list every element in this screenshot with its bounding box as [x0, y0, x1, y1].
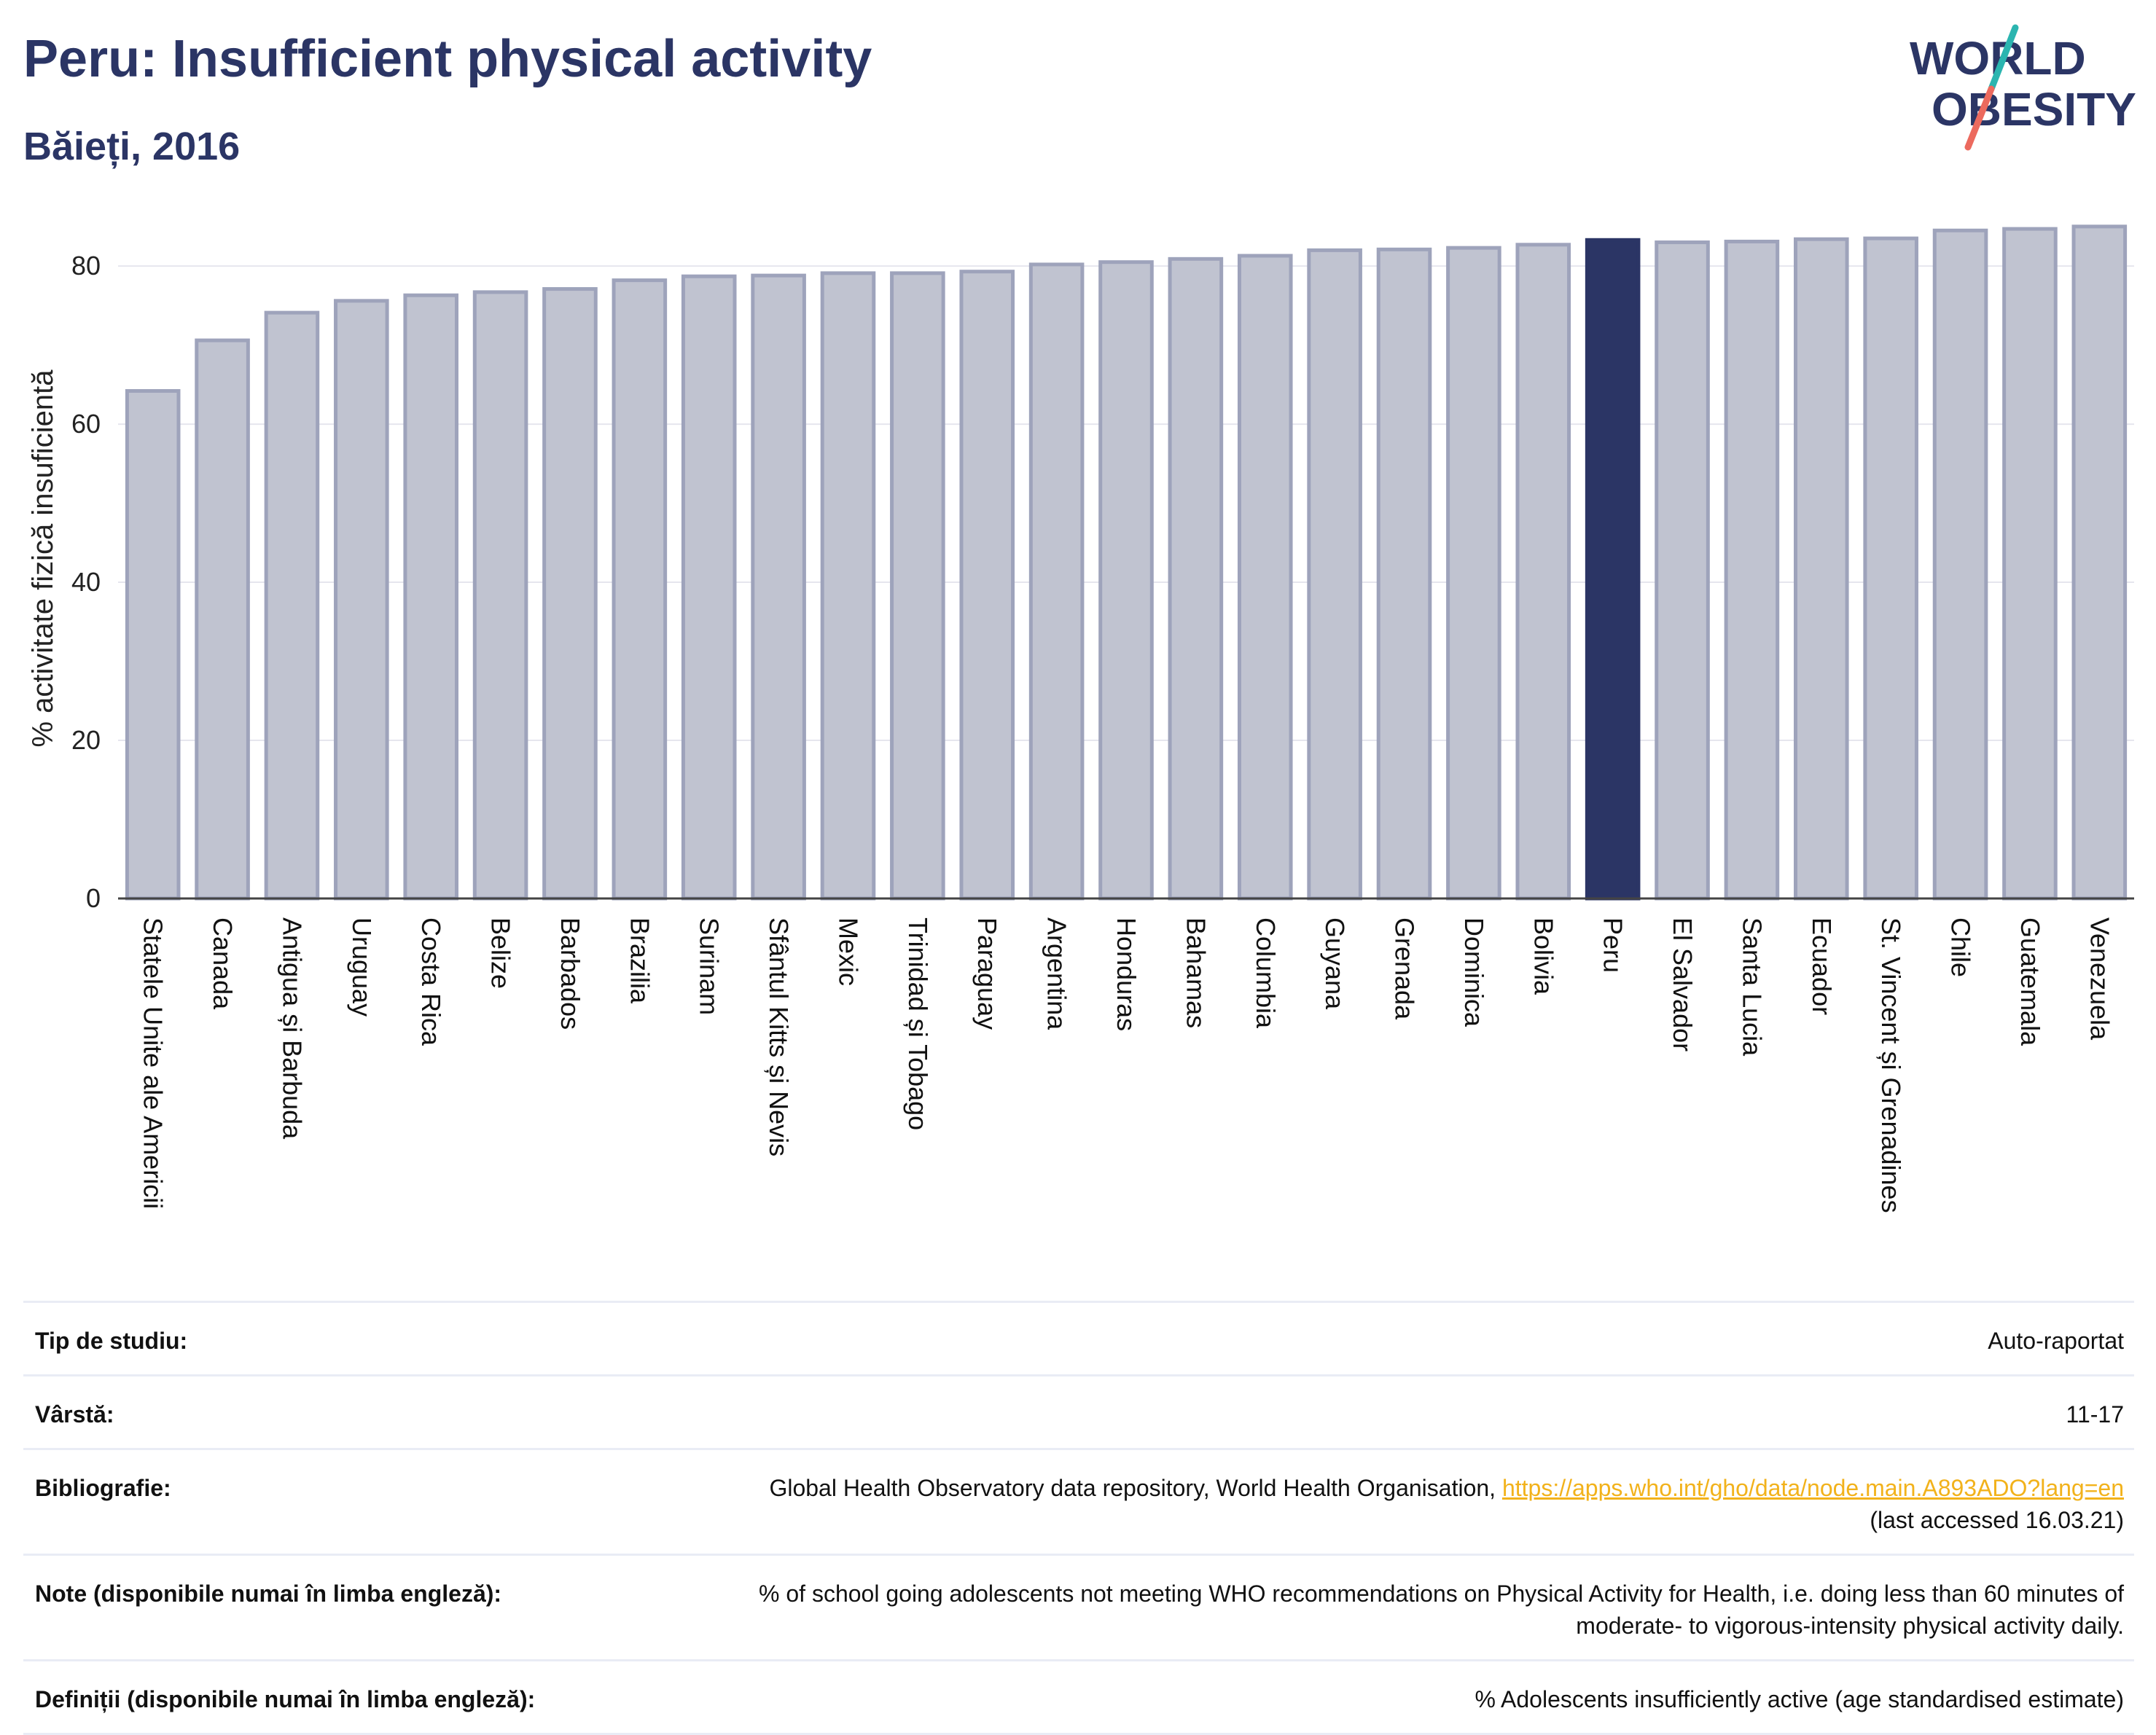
x-tick-label: Brazilia: [625, 917, 655, 1004]
x-tick-label: Antigua și Barbuda: [277, 917, 307, 1140]
y-axis-label: % activitate fizică insuficientă: [27, 369, 59, 748]
x-tick-label: Guyana: [1320, 917, 1350, 1010]
bar: [334, 299, 389, 901]
x-tick-label: Uruguay: [347, 917, 377, 1017]
bar: [125, 389, 181, 901]
bar: [1724, 239, 1780, 901]
x-tick-label: Venezuela: [2085, 917, 2114, 1041]
logo-line2: OBESITY: [1932, 83, 2136, 136]
x-tick-label: Grenada: [1390, 917, 1420, 1020]
bar: [542, 287, 598, 901]
bar: [2002, 227, 2058, 901]
x-tick-label: Bahamas: [1181, 917, 1211, 1028]
bar: [403, 293, 458, 901]
info-value: Auto-raportat: [570, 1301, 2134, 1376]
bar: [1168, 256, 1224, 901]
y-tick-label: 60: [71, 409, 101, 439]
x-tick-label: Mexic: [833, 917, 863, 986]
info-row-definitions: Definiții (disponibile numai în limba en…: [23, 1659, 2134, 1735]
bar: [195, 338, 250, 901]
bar: [1655, 240, 1710, 901]
x-tick-label: Belize: [486, 917, 516, 989]
x-tick-label: Bolivia: [1528, 917, 1558, 995]
x-tick-label: Dominica: [1459, 917, 1489, 1027]
x-tick-label: Columbia: [1251, 917, 1281, 1029]
notes-text-line1: % of school going adolescents not meetin…: [759, 1581, 2124, 1607]
x-tick-label: Chile: [1946, 917, 1976, 977]
bar: [681, 274, 737, 901]
x-tick-label: Santa Lucia: [1737, 917, 1767, 1057]
bar: [959, 270, 1015, 901]
info-row-age: Vârstă: 11-17: [23, 1374, 2134, 1449]
bar: [1932, 228, 1988, 901]
world-obesity-logo: WORLD OBESITY: [1910, 24, 2136, 151]
bar: [1863, 236, 1918, 901]
chart-subtitle: Băieți, 2016: [23, 125, 241, 168]
bar: [1028, 262, 1085, 901]
x-tick-label: Argentina: [1042, 917, 1072, 1030]
x-tick-label: Sfântul Kitts și Nevis: [764, 917, 794, 1156]
chart-title: Peru: Insufficient physical activity: [23, 30, 872, 88]
x-tick-label: Canada: [208, 917, 238, 1010]
bibliography-text: Global Health Observatory data repositor…: [769, 1475, 1502, 1501]
x-tick-label: Ecuador: [1807, 917, 1837, 1015]
bar: [264, 310, 320, 901]
bar: [472, 290, 528, 901]
bibliography-link[interactable]: https://apps.who.int/gho/data/node.main.…: [1501, 1475, 2124, 1501]
info-row-bibliography: Bibliografie: Global Health Observatory …: [23, 1448, 2134, 1555]
bar: [2071, 224, 2128, 901]
logo-slash-coral: [1964, 85, 1995, 151]
x-tick-label: Surinam: [695, 917, 724, 1015]
info-key: Bibliografie:: [23, 1448, 570, 1555]
y-tick-label: 80: [71, 251, 101, 281]
bar: [1446, 246, 1501, 901]
bar: [1237, 254, 1293, 901]
bar: [612, 278, 668, 901]
bar: [1794, 237, 1849, 901]
x-tick-label: Peru: [1598, 917, 1628, 973]
bar: [1307, 248, 1362, 901]
bar: [890, 271, 945, 901]
x-tick-label: El Salvador: [1668, 917, 1698, 1051]
info-key: Tip de studiu:: [23, 1301, 570, 1376]
x-tick-label: Guatemala: [2015, 917, 2045, 1046]
logo-slash-teal: [1988, 24, 2019, 93]
info-value: Global Health Observatory data repositor…: [570, 1448, 2134, 1555]
x-tick-label: Costa Rica: [416, 917, 446, 1046]
info-table: Tip de studiu: Auto-raportat Vârstă: 11-…: [23, 1301, 2134, 1735]
bar: [1515, 243, 1571, 901]
x-tick-label: Honduras: [1112, 917, 1141, 1031]
x-tick-label: Trinidad și Tobago: [903, 917, 933, 1130]
x-tick-label: St. Vincent și Grenadines: [1876, 917, 1906, 1213]
x-tick-label: Statele Unite ale Americii: [138, 917, 168, 1209]
bar: [1376, 247, 1432, 901]
x-tick-label: Barbados: [555, 917, 585, 1030]
bibliography-accessed: (last accessed 16.03.21): [1870, 1507, 2124, 1533]
info-key: Note (disponibile numai în limba engleză…: [23, 1554, 570, 1661]
notes-text-line2: moderate- to vigorous-intensity physical…: [1576, 1613, 2124, 1639]
x-tick-label: Paraguay: [972, 917, 1002, 1030]
y-tick-label: 40: [71, 567, 101, 597]
bar-highlight: [1585, 238, 1641, 901]
info-value: % Adolescents insufficiently active (age…: [570, 1659, 2134, 1735]
bar: [820, 271, 876, 901]
info-row-study-type: Tip de studiu: Auto-raportat: [23, 1301, 2134, 1376]
bar-chart: 0 20 40 60 80 % activitate fizică insuficient…: [27, 224, 2134, 1213]
info-key: Vârstă:: [23, 1374, 570, 1449]
info-value: 11-17: [570, 1374, 2134, 1449]
y-tick-label: 0: [86, 883, 101, 913]
bar: [1098, 260, 1154, 901]
info-key: Definiții (disponibile numai în limba en…: [23, 1659, 570, 1735]
bar: [751, 273, 806, 901]
info-row-notes: Note (disponibile numai în limba engleză…: [23, 1554, 2134, 1661]
y-tick-label: 20: [71, 725, 101, 755]
info-value: % of school going adolescents not meetin…: [570, 1554, 2134, 1661]
